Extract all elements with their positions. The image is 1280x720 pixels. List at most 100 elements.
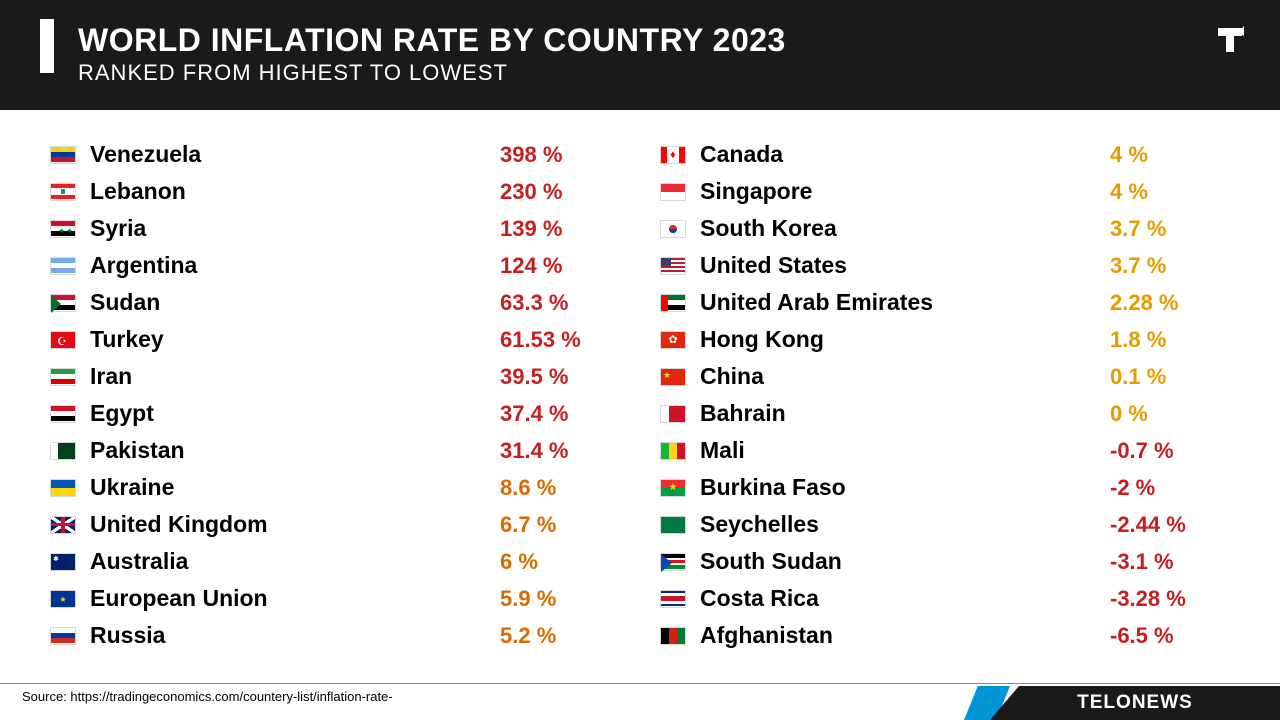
country-row: Egypt37.4 % bbox=[50, 395, 620, 432]
flag-icon bbox=[50, 257, 76, 275]
country-row: South Sudan-3.1 % bbox=[660, 543, 1230, 580]
right-column: ♦Canada4 %Singapore4 %South Korea3.7 %Un… bbox=[660, 136, 1230, 654]
country-row: ✱Australia6 % bbox=[50, 543, 620, 580]
country-name: China bbox=[700, 363, 1110, 390]
country-row: Russia5.2 % bbox=[50, 617, 620, 654]
country-row: ★China0.1 % bbox=[660, 358, 1230, 395]
inflation-value: 6.7 % bbox=[500, 512, 620, 538]
country-name: Russia bbox=[90, 622, 500, 649]
flag-icon: ♦ bbox=[660, 146, 686, 164]
inflation-value: 0 % bbox=[1110, 401, 1230, 427]
flag-icon bbox=[660, 516, 686, 534]
country-name: Hong Kong bbox=[700, 326, 1110, 353]
flag-icon bbox=[50, 627, 76, 645]
inflation-value: 398 % bbox=[500, 142, 620, 168]
inflation-value: 5.9 % bbox=[500, 586, 620, 612]
country-name: United Arab Emirates bbox=[700, 289, 1110, 316]
country-name: Lebanon bbox=[90, 178, 500, 205]
flag-icon bbox=[50, 183, 76, 201]
country-name: South Sudan bbox=[700, 548, 1110, 575]
country-name: Seychelles bbox=[700, 511, 1110, 538]
flag-icon: ☪ bbox=[50, 331, 76, 349]
inflation-value: 124 % bbox=[500, 253, 620, 279]
flag-icon bbox=[50, 146, 76, 164]
inflation-value: 4 % bbox=[1110, 179, 1230, 205]
country-name: Costa Rica bbox=[700, 585, 1110, 612]
inflation-value: 0.1 % bbox=[1110, 364, 1230, 390]
country-row: United States3.7 % bbox=[660, 247, 1230, 284]
inflation-value: 3.7 % bbox=[1110, 216, 1230, 242]
inflation-value: -0.7 % bbox=[1110, 438, 1230, 464]
country-row: Mali-0.7 % bbox=[660, 432, 1230, 469]
flag-icon bbox=[660, 442, 686, 460]
inflation-value: -3.28 % bbox=[1110, 586, 1230, 612]
flag-icon bbox=[660, 553, 686, 571]
flag-icon bbox=[50, 294, 76, 312]
country-name: United States bbox=[700, 252, 1110, 279]
country-name: Syria bbox=[90, 215, 500, 242]
page-subtitle: RANKED FROM HIGHEST TO LOWEST bbox=[78, 60, 786, 86]
page-title: WORLD INFLATION RATE BY COUNTRY 2023 bbox=[78, 24, 786, 58]
country-row: ★ ★ Syria139 % bbox=[50, 210, 620, 247]
country-name: Pakistan bbox=[90, 437, 500, 464]
inflation-value: 5.2 % bbox=[500, 623, 620, 649]
country-name: Bahrain bbox=[700, 400, 1110, 427]
country-row: Bahrain0 % bbox=[660, 395, 1230, 432]
inflation-value: 8.6 % bbox=[500, 475, 620, 501]
inflation-value: 2.28 % bbox=[1110, 290, 1230, 316]
country-name: Egypt bbox=[90, 400, 500, 427]
country-name: Turkey bbox=[90, 326, 500, 353]
inflation-value: 31.4 % bbox=[500, 438, 620, 464]
flag-icon bbox=[660, 405, 686, 423]
country-name: Singapore bbox=[700, 178, 1110, 205]
country-row: United Kingdom6.7 % bbox=[50, 506, 620, 543]
country-row: Ukraine8.6 % bbox=[50, 469, 620, 506]
country-row: Costa Rica-3.28 % bbox=[660, 580, 1230, 617]
flag-icon bbox=[660, 257, 686, 275]
country-name: European Union bbox=[90, 585, 500, 612]
country-name: Afghanistan bbox=[700, 622, 1110, 649]
flag-icon: ★ ★ bbox=[50, 220, 76, 238]
footer: Source: https://tradingeconomics.com/cou… bbox=[0, 682, 1280, 720]
flag-icon bbox=[50, 405, 76, 423]
inflation-value: 139 % bbox=[500, 216, 620, 242]
country-name: Argentina bbox=[90, 252, 500, 279]
country-row: Sudan63.3 % bbox=[50, 284, 620, 321]
country-row: Afghanistan-6.5 % bbox=[660, 617, 1230, 654]
country-name: Sudan bbox=[90, 289, 500, 316]
country-row: Seychelles-2.44 % bbox=[660, 506, 1230, 543]
header: WORLD INFLATION RATE BY COUNTRY 2023 RAN… bbox=[0, 0, 1280, 110]
inflation-value: 6 % bbox=[500, 549, 620, 575]
inflation-value: 37.4 % bbox=[500, 401, 620, 427]
country-row: Lebanon230 % bbox=[50, 173, 620, 210]
inflation-value: 4 % bbox=[1110, 142, 1230, 168]
country-name: Burkina Faso bbox=[700, 474, 1110, 501]
country-row: ✿Hong Kong1.8 % bbox=[660, 321, 1230, 358]
flag-icon: ★ bbox=[50, 590, 76, 608]
inflation-value: -3.1 % bbox=[1110, 549, 1230, 575]
country-name: Iran bbox=[90, 363, 500, 390]
header-text: WORLD INFLATION RATE BY COUNTRY 2023 RAN… bbox=[78, 24, 786, 86]
country-name: Ukraine bbox=[90, 474, 500, 501]
flag-icon bbox=[660, 220, 686, 238]
inflation-value: 3.7 % bbox=[1110, 253, 1230, 279]
inflation-value: 61.53 % bbox=[500, 327, 620, 353]
source-text: Source: https://tradingeconomics.com/cou… bbox=[22, 689, 393, 704]
flag-icon: ★ bbox=[660, 479, 686, 497]
country-row: ★ European Union5.9 % bbox=[50, 580, 620, 617]
country-name: Australia bbox=[90, 548, 500, 575]
country-name: Venezuela bbox=[90, 141, 500, 168]
flag-icon bbox=[660, 590, 686, 608]
data-columns: Venezuela398 %Lebanon230 %★ ★Syria139 %A… bbox=[0, 110, 1280, 654]
inflation-value: 230 % bbox=[500, 179, 620, 205]
flag-icon bbox=[50, 368, 76, 386]
inflation-value: -2 % bbox=[1110, 475, 1230, 501]
country-row: ★ Burkina Faso-2 % bbox=[660, 469, 1230, 506]
country-name: Canada bbox=[700, 141, 1110, 168]
flag-icon bbox=[50, 516, 76, 534]
country-row: Argentina124 % bbox=[50, 247, 620, 284]
country-name: United Kingdom bbox=[90, 511, 500, 538]
inflation-value: 1.8 % bbox=[1110, 327, 1230, 353]
brand-label: TELONEWS bbox=[990, 686, 1280, 720]
country-row: South Korea3.7 % bbox=[660, 210, 1230, 247]
